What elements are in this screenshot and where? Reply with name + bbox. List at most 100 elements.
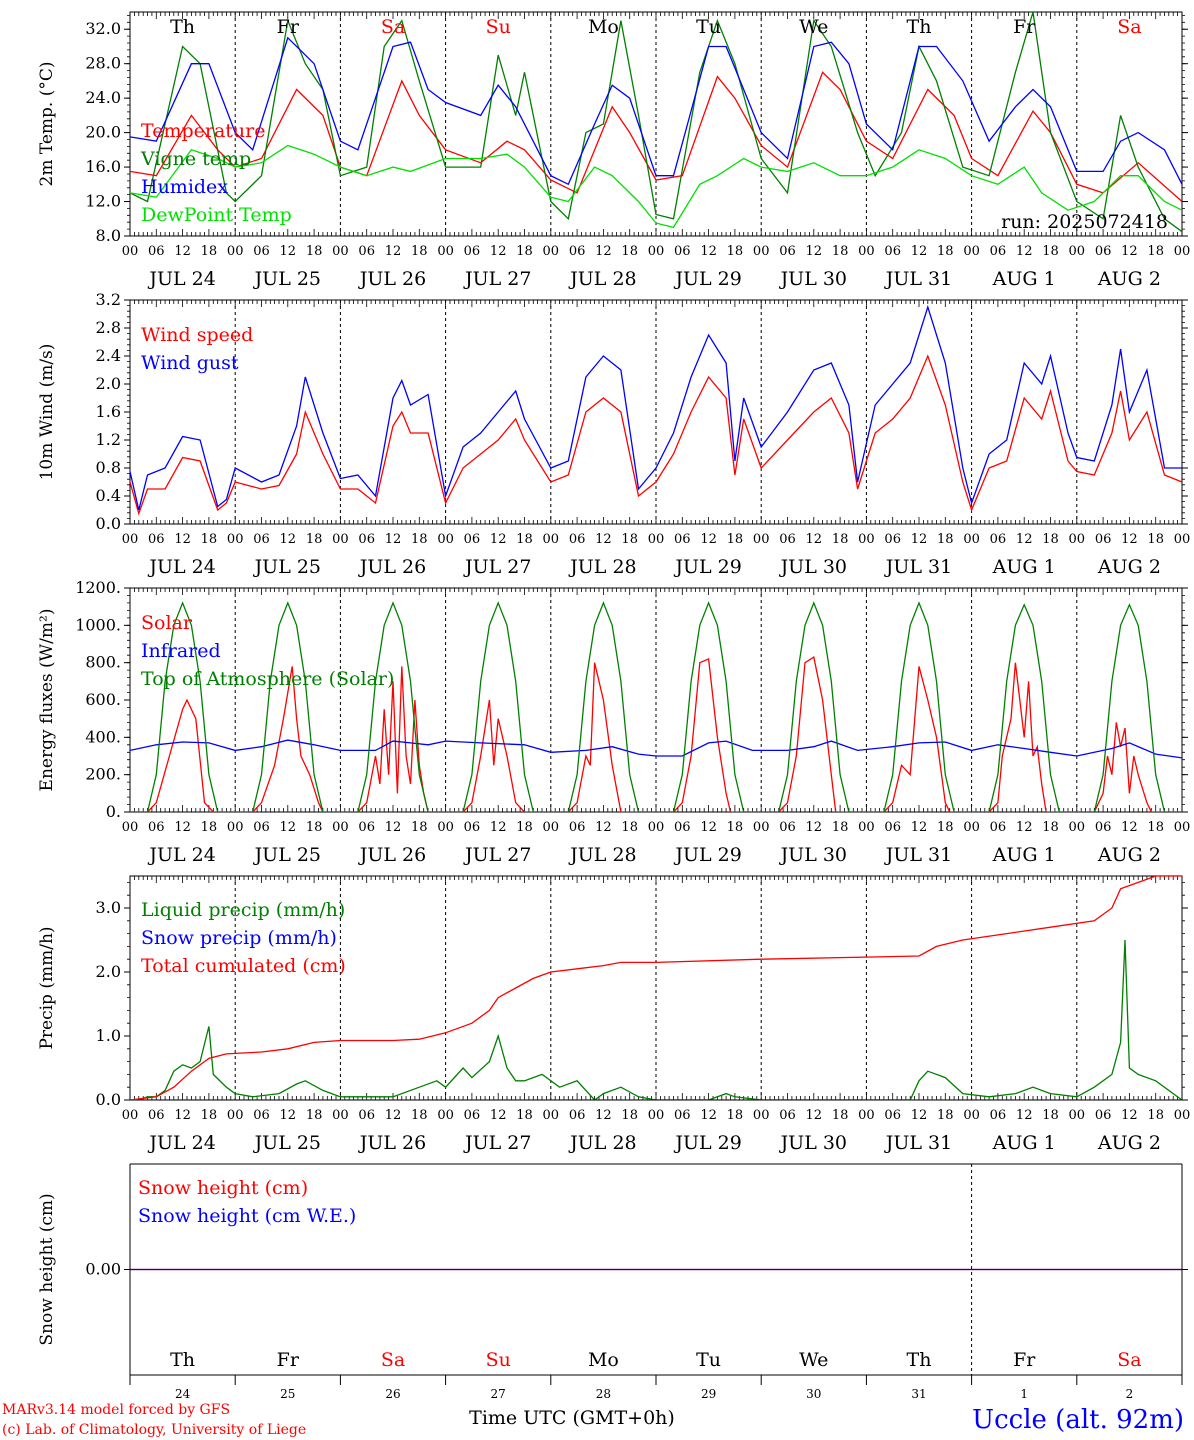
date-label: JUL 26 <box>358 268 426 290</box>
hour-tick-label: 06 <box>779 820 796 835</box>
hour-tick-label: 06 <box>253 532 270 547</box>
date-label: JUL 29 <box>673 268 741 290</box>
date-label: JUL 29 <box>673 844 741 866</box>
y-minor-ticks <box>127 299 1185 525</box>
hour-tick-label: 06 <box>464 244 481 259</box>
panel-5: 0.00 Snow height (cm) Snow height (cm) Snow… <box>37 1163 1188 1376</box>
hour-tick-label: 00 <box>227 244 244 259</box>
hour-tick-label: 12 <box>911 532 928 547</box>
date-label: JUL 27 <box>463 844 531 866</box>
panel-2: 0.0 0.4 0.8 1.2 1.6 2.0 2.4 2.8 3.2 10m Wind (m/s… <box>37 290 1190 578</box>
hour-tick-label: 18 <box>306 820 323 835</box>
date-label: AUG 2 <box>1097 844 1161 866</box>
y-minor-ticks <box>127 15 1185 237</box>
date-label: JUL 31 <box>884 844 952 866</box>
hour-tick-label: 06 <box>990 820 1007 835</box>
date-label: AUG 1 <box>992 556 1056 578</box>
hour-tick-label: 00 <box>963 244 980 259</box>
y-tick-label: 28.0 <box>85 54 121 73</box>
hour-tick-label: 12 <box>911 820 928 835</box>
hour-tick-label: 06 <box>990 532 1007 547</box>
hour-tick-label: 12 <box>1121 820 1138 835</box>
hour-tick-label: 00 <box>227 532 244 547</box>
date-label: JUL 25 <box>253 1132 321 1154</box>
y-tick-label: 1.2 <box>96 430 121 449</box>
hour-tick-label: 18 <box>937 1108 954 1123</box>
y-tick-label: 1200. <box>75 578 121 597</box>
date-label: JUL 31 <box>884 1132 952 1154</box>
y-tick-label: 1000. <box>75 615 121 634</box>
hour-tick-label: 06 <box>779 244 796 259</box>
hour-tick-label: 18 <box>1042 1108 1059 1123</box>
hour-tick-label: 12 <box>700 244 717 259</box>
weekday-label: Sa <box>1117 16 1141 38</box>
y-tick-label: 0. <box>106 802 121 821</box>
hour-ticks <box>129 300 1183 524</box>
date-label: JUL 30 <box>779 268 847 290</box>
series-wind-gust <box>130 304 1182 511</box>
hour-tick-label: 12 <box>280 820 297 835</box>
date-label: JUL 27 <box>463 1132 531 1154</box>
hour-tick-label: 00 <box>1069 1108 1086 1123</box>
series-vigne-temp <box>130 12 1182 233</box>
hour-tick-label: 00 <box>858 1108 875 1123</box>
y-tick-label: 400. <box>85 727 121 746</box>
hour-tick-label: 18 <box>832 532 849 547</box>
hour-tick-label: 06 <box>674 1108 691 1123</box>
series-wind-speed <box>130 354 1182 516</box>
weekday-label-bottom: Su <box>486 1349 511 1371</box>
hour-tick-label: 12 <box>595 244 612 259</box>
y-tick-label: 12.0 <box>85 192 121 211</box>
day-number-label: 27 <box>491 1387 506 1401</box>
legend-entry: Wind gust <box>141 352 239 374</box>
date-label: JUL 24 <box>147 844 215 866</box>
hour-tick-label: 18 <box>1042 244 1059 259</box>
date-label: JUL 29 <box>673 1132 741 1154</box>
y-tick-label: 16.0 <box>85 157 121 176</box>
hour-tick-label: 06 <box>358 244 375 259</box>
weekday-label-bottom: Fr <box>277 1349 300 1371</box>
hour-tick-label: 06 <box>884 244 901 259</box>
hour-tick-label: 12 <box>806 820 823 835</box>
hour-tick-label: 12 <box>595 820 612 835</box>
hour-tick-label: 12 <box>385 820 402 835</box>
date-label: JUL 27 <box>463 268 531 290</box>
y-tick-label: 0.0 <box>96 514 121 533</box>
legend-entry: Temperature <box>141 120 265 142</box>
hour-tick-label: 12 <box>1121 244 1138 259</box>
hour-tick-label: 06 <box>569 820 586 835</box>
hour-tick-label: 00 <box>963 1108 980 1123</box>
hour-tick-label: 12 <box>385 244 402 259</box>
hour-tick-label: 00 <box>963 532 980 547</box>
hour-tick-label: 12 <box>385 532 402 547</box>
y-tick-label: 3.2 <box>96 290 121 309</box>
y-tick-label: 1.6 <box>96 402 121 421</box>
y-tick-label: 200. <box>85 765 121 784</box>
date-label: JUL 26 <box>358 1132 426 1154</box>
hour-tick-label: 00 <box>437 532 454 547</box>
hour-tick-label: 12 <box>595 1108 612 1123</box>
legend-entry: Total cumulated (cm) <box>141 955 346 977</box>
hour-tick-label: 00 <box>648 1108 665 1123</box>
hour-tick-label: 00 <box>543 1108 560 1123</box>
date-label: AUG 1 <box>992 1132 1056 1154</box>
legend-entry: Liquid precip (mm/h) <box>141 899 345 921</box>
y-axis-label: 2m Temp. (°C) <box>37 61 57 186</box>
day-number-label: 31 <box>911 1387 926 1401</box>
hour-tick-label: 12 <box>700 1108 717 1123</box>
hour-tick-label: 00 <box>332 1108 349 1123</box>
weekday-label: Su <box>486 16 511 38</box>
date-label: JUL 30 <box>779 1132 847 1154</box>
hour-tick-label: 12 <box>595 532 612 547</box>
day-number-label: 2 <box>1126 1387 1134 1401</box>
y-axis-label: Precip (mm/h) <box>37 926 57 1049</box>
hour-tick-label: 12 <box>280 1108 297 1123</box>
hour-tick-label: 18 <box>727 1108 744 1123</box>
hour-tick-label: 06 <box>1095 244 1112 259</box>
hour-tick-label: 12 <box>1016 532 1033 547</box>
lab-credit: (c) Lab. of Climatology, University of L… <box>2 1422 306 1438</box>
y-axis-label: Energy fluxes (W/m²) <box>37 609 57 792</box>
hour-tick-label: 06 <box>569 532 586 547</box>
hour-tick-label: 18 <box>937 532 954 547</box>
hour-tick-label: 12 <box>490 820 507 835</box>
